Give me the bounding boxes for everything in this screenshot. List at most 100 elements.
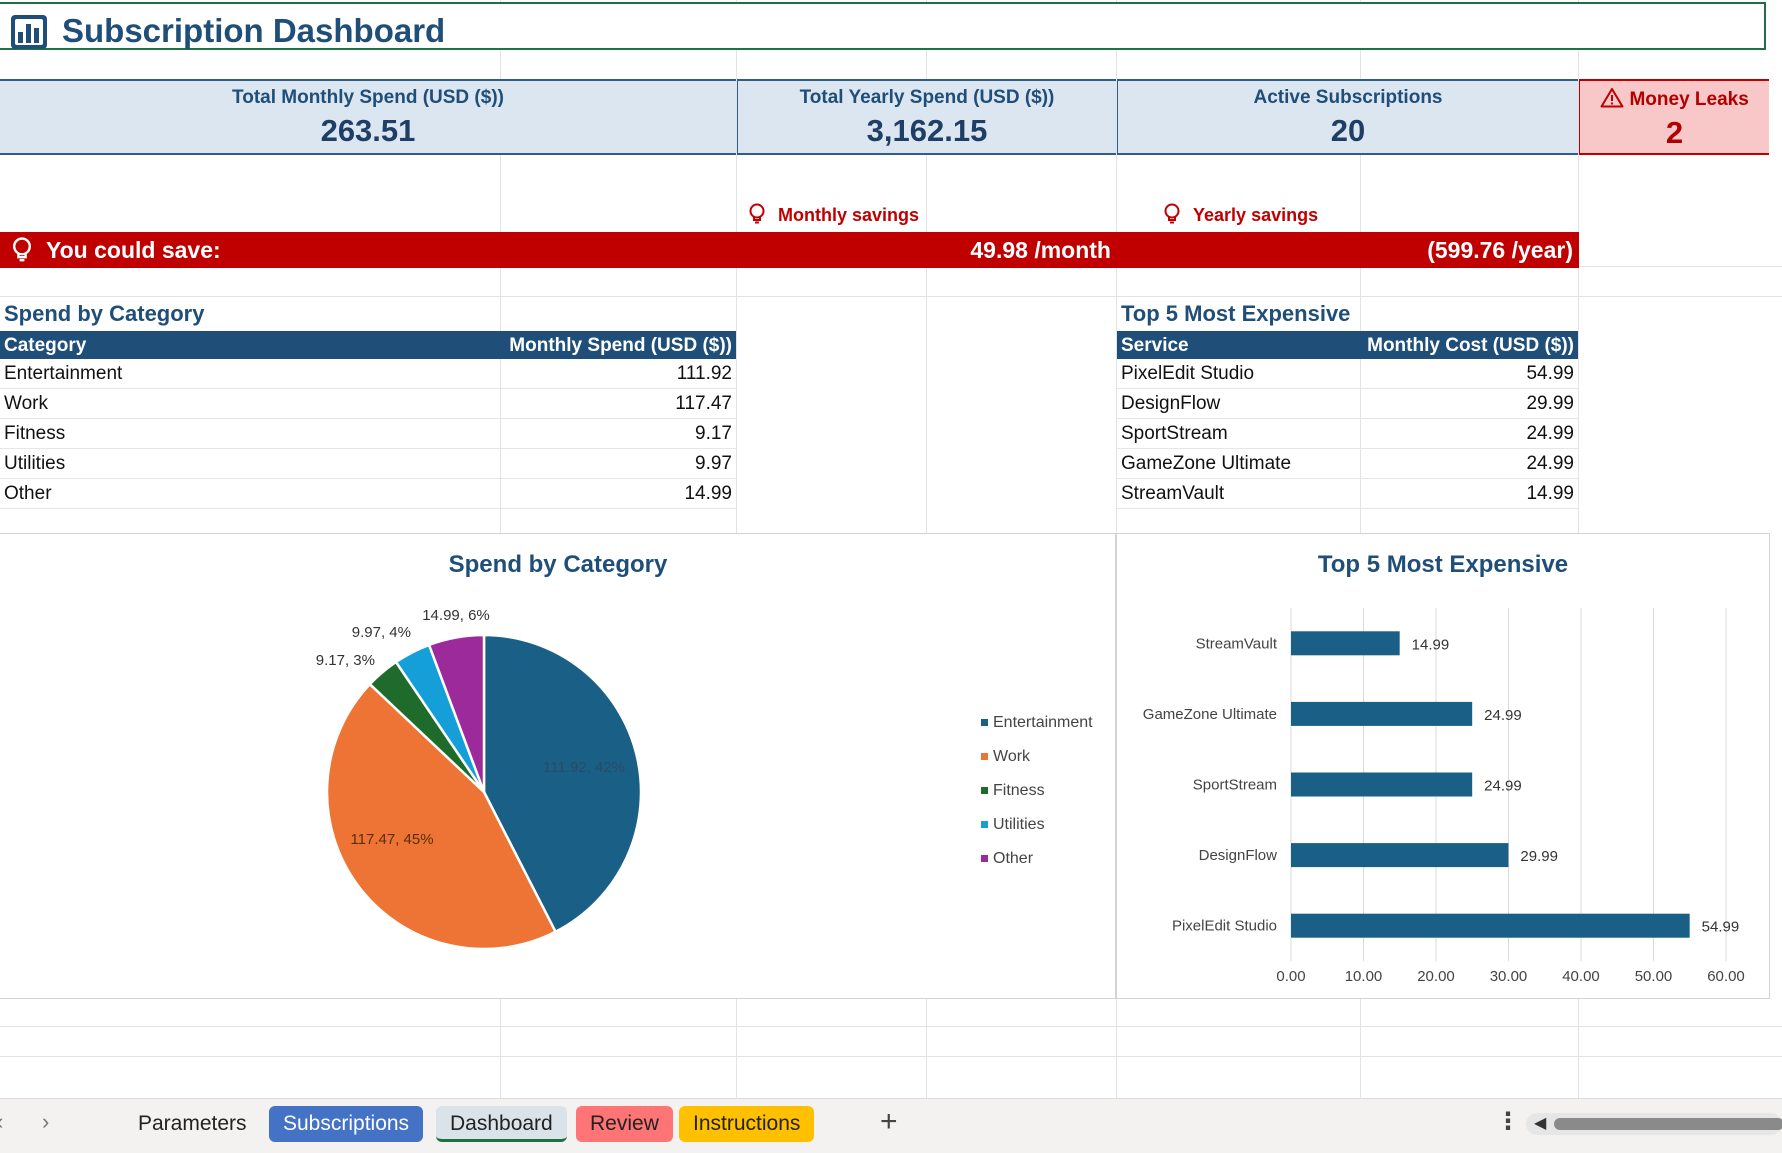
table-row[interactable]: StreamVault 14.99 — [1117, 479, 1578, 509]
x-tick-label: 20.00 — [1417, 968, 1455, 985]
x-tick-label: 40.00 — [1562, 968, 1600, 985]
cell-value: 14.99 — [1526, 483, 1574, 504]
table-row[interactable]: Fitness 9.17 — [0, 419, 736, 449]
grid-line — [0, 1026, 1782, 1027]
grid-line — [0, 1056, 1782, 1057]
cell-value: 9.17 — [695, 423, 732, 444]
category-table-title: Spend by Category — [4, 301, 205, 326]
y-category-label: DesignFlow — [1199, 847, 1278, 864]
x-tick-label: 30.00 — [1490, 968, 1528, 985]
table-row[interactable]: Entertainment 111.92 — [0, 359, 736, 389]
cell-value: 111.92 — [676, 363, 732, 384]
yearly-savings-value: (599.76 /year) — [1427, 237, 1573, 263]
bar-data-label: 24.99 — [1484, 707, 1522, 724]
cell-category: Fitness — [4, 423, 66, 444]
cell-service: PixelEdit Studio — [1121, 363, 1255, 384]
table-row[interactable]: GameZone Ultimate 24.99 — [1117, 449, 1578, 479]
kpi-label-text: Money Leaks — [1629, 89, 1749, 110]
cell-value: 24.99 — [1526, 423, 1574, 444]
lightbulb-icon — [1164, 203, 1180, 224]
nav-prev-icon[interactable]: ‹ — [0, 1109, 3, 1135]
tab-review[interactable]: Review — [576, 1106, 673, 1142]
page-title: Subscription Dashboard — [62, 12, 446, 49]
legend-label-entertainment: Entertainment — [993, 714, 1093, 731]
bar-chart-box[interactable]: Top 5 Most Expensive 0.00 10.00 20.00 30.00… — [1116, 533, 1770, 999]
header-category: Category — [4, 335, 87, 356]
table-header: Service Monthly Cost (USD ($)) — [1117, 331, 1578, 359]
monthly-savings-header: Monthly savings — [747, 203, 919, 226]
cell-value: 24.99 — [1526, 453, 1574, 474]
table-row[interactable]: PixelEdit Studio 54.99 — [1117, 359, 1578, 389]
category-table[interactable]: Category Monthly Spend (USD ($)) Enterta… — [0, 331, 736, 509]
x-tick-label: 10.00 — [1345, 968, 1383, 985]
kpi-label: Active Subscriptions — [1253, 87, 1443, 108]
legend-swatch — [981, 855, 988, 862]
yearly-savings-header: Yearly savings — [1162, 203, 1318, 226]
pie-data-label: 9.17, 3% — [316, 652, 375, 669]
lightbulb-icon — [13, 237, 31, 262]
top5-table[interactable]: Service Monthly Cost (USD ($)) PixelEdit… — [1117, 331, 1578, 509]
cell-category: Entertainment — [4, 363, 123, 384]
title-cell[interactable]: Subscription Dashboard — [0, 2, 1766, 50]
x-tick-label: 0.00 — [1276, 968, 1305, 985]
legend-swatch — [981, 753, 988, 760]
scroll-left-icon[interactable]: ◀ — [1534, 1115, 1547, 1132]
table-row[interactable]: Work 117.47 — [0, 389, 736, 419]
monthly-savings-value: 49.98 /month — [970, 237, 1111, 263]
cell-service: GameZone Ultimate — [1121, 453, 1292, 474]
pie-data-label: 117.47, 45% — [350, 831, 433, 848]
pie-data-label: 14.99, 6% — [422, 607, 490, 624]
table-header: Category Monthly Spend (USD ($)) — [0, 331, 736, 359]
table-row[interactable]: DesignFlow 29.99 — [1117, 389, 1578, 419]
pie-chart-box[interactable]: Spend by Category 111.92, 42% 117.47, 45%… — [0, 533, 1116, 999]
kpi-value: 3,162.15 — [866, 113, 988, 148]
cell-category: Other — [4, 483, 52, 504]
tab-dashboard[interactable]: Dashboard — [436, 1106, 567, 1142]
table-row[interactable]: Other 14.99 — [0, 479, 736, 509]
tab-parameters[interactable]: Parameters — [138, 1112, 247, 1135]
header-monthly-cost: Monthly Cost (USD ($)) — [1367, 335, 1574, 356]
bar-pixeledit-studio — [1291, 913, 1690, 938]
more-options-icon[interactable]: ⋮ — [1496, 1108, 1520, 1135]
bar-data-label: 14.99 — [1412, 636, 1450, 653]
table-row[interactable]: SportStream 24.99 — [1117, 419, 1578, 449]
pie-slice-entertainment — [482, 633, 643, 934]
legend-label-utilities: Utilities — [993, 816, 1045, 833]
nav-next-icon[interactable]: › — [42, 1109, 50, 1134]
table-row[interactable]: Utilities 9.97 — [0, 449, 736, 479]
bar-chart-icon — [11, 15, 47, 49]
bar-streamvault — [1291, 631, 1400, 656]
scrollbar-thumb[interactable] — [1554, 1118, 1782, 1130]
legend-swatch — [981, 719, 988, 726]
kpi-label: Total Monthly Spend (USD ($)) — [232, 87, 504, 108]
cell-value: 117.47 — [675, 393, 732, 414]
kpi-monthly-spend[interactable]: Total Monthly Spend (USD ($)) 263.51 — [0, 79, 736, 155]
bar-chart-title: Top 5 Most Expensive — [1317, 551, 1569, 578]
tab-instructions[interactable]: Instructions — [679, 1106, 815, 1142]
horizontal-scrollbar[interactable]: ◀ — [1526, 1113, 1782, 1135]
yearly-savings-label: Yearly savings — [1193, 205, 1319, 225]
pie-data-label: 111.92, 42% — [543, 759, 625, 776]
cell-value: 14.99 — [684, 483, 732, 504]
pie-slice-work — [325, 682, 558, 951]
add-sheet-button[interactable]: + — [880, 1105, 898, 1138]
x-tick-label: 50.00 — [1635, 968, 1673, 985]
kpi-active-subscriptions[interactable]: Active Subscriptions 20 — [1117, 79, 1578, 155]
legend-label-other: Other — [993, 850, 1034, 867]
pie-slice-other — [427, 633, 486, 793]
kpi-money-leaks[interactable]: Money Leaks 2 — [1579, 79, 1769, 155]
sheet-tab-bar: ‹ › Parameters Subscriptions Dashboard R… — [0, 1098, 1782, 1153]
kpi-value: 20 — [1330, 113, 1366, 148]
warning-icon — [1600, 88, 1624, 108]
header-monthly-spend: Monthly Spend (USD ($)) — [509, 335, 732, 356]
cell-value: 9.97 — [695, 453, 732, 474]
y-category-label: StreamVault — [1196, 635, 1278, 652]
cell-category: Utilities — [4, 453, 66, 474]
tab-subscriptions[interactable]: Subscriptions — [269, 1106, 424, 1142]
savings-bar[interactable]: You could save: 49.98 /month (599.76 /ye… — [0, 232, 1579, 268]
kpi-yearly-spend[interactable]: Total Yearly Spend (USD ($)) 3,162.15 — [737, 79, 1116, 155]
pie-chart-title: Spend by Category — [448, 551, 668, 578]
pie-data-label: 9.97, 4% — [352, 624, 411, 641]
cell-category: Work — [4, 393, 48, 414]
pie-chart: 111.92, 42% 117.47, 45% 9.17, 3% 9.97, 4% 14… — [316, 607, 1093, 951]
